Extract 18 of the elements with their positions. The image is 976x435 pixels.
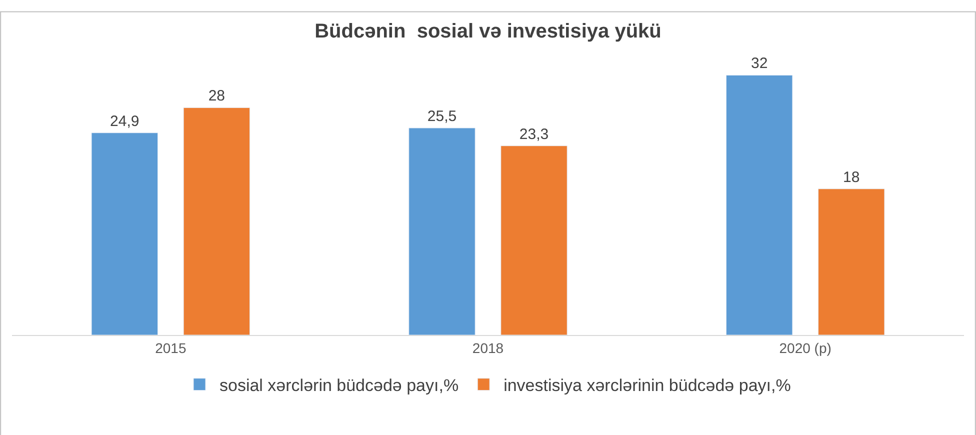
bar xyxy=(818,188,885,335)
bar xyxy=(500,146,568,335)
bar xyxy=(726,74,793,335)
x-tick-label: 2015 xyxy=(155,340,186,356)
bar xyxy=(183,107,250,335)
x-tick-label: 2020 (p) xyxy=(779,340,832,356)
legend-label: investisiya xərclərinin büdcədə payı,% xyxy=(504,376,791,395)
bar xyxy=(91,132,158,335)
chart-title: Büdcənin sosial və investisiya yükü xyxy=(314,20,662,42)
data-label: 32 xyxy=(750,55,768,72)
data-label: 28 xyxy=(208,88,226,105)
bar xyxy=(408,128,476,335)
data-label: 25,5 xyxy=(427,108,457,125)
legend-label: sosial xərclərin büdcədə payı,% xyxy=(220,376,459,395)
data-label: 23,3 xyxy=(519,126,549,143)
x-tick-label: 2018 xyxy=(472,340,504,356)
data-label: 24,9 xyxy=(110,112,140,130)
data-label: 18 xyxy=(843,168,860,186)
